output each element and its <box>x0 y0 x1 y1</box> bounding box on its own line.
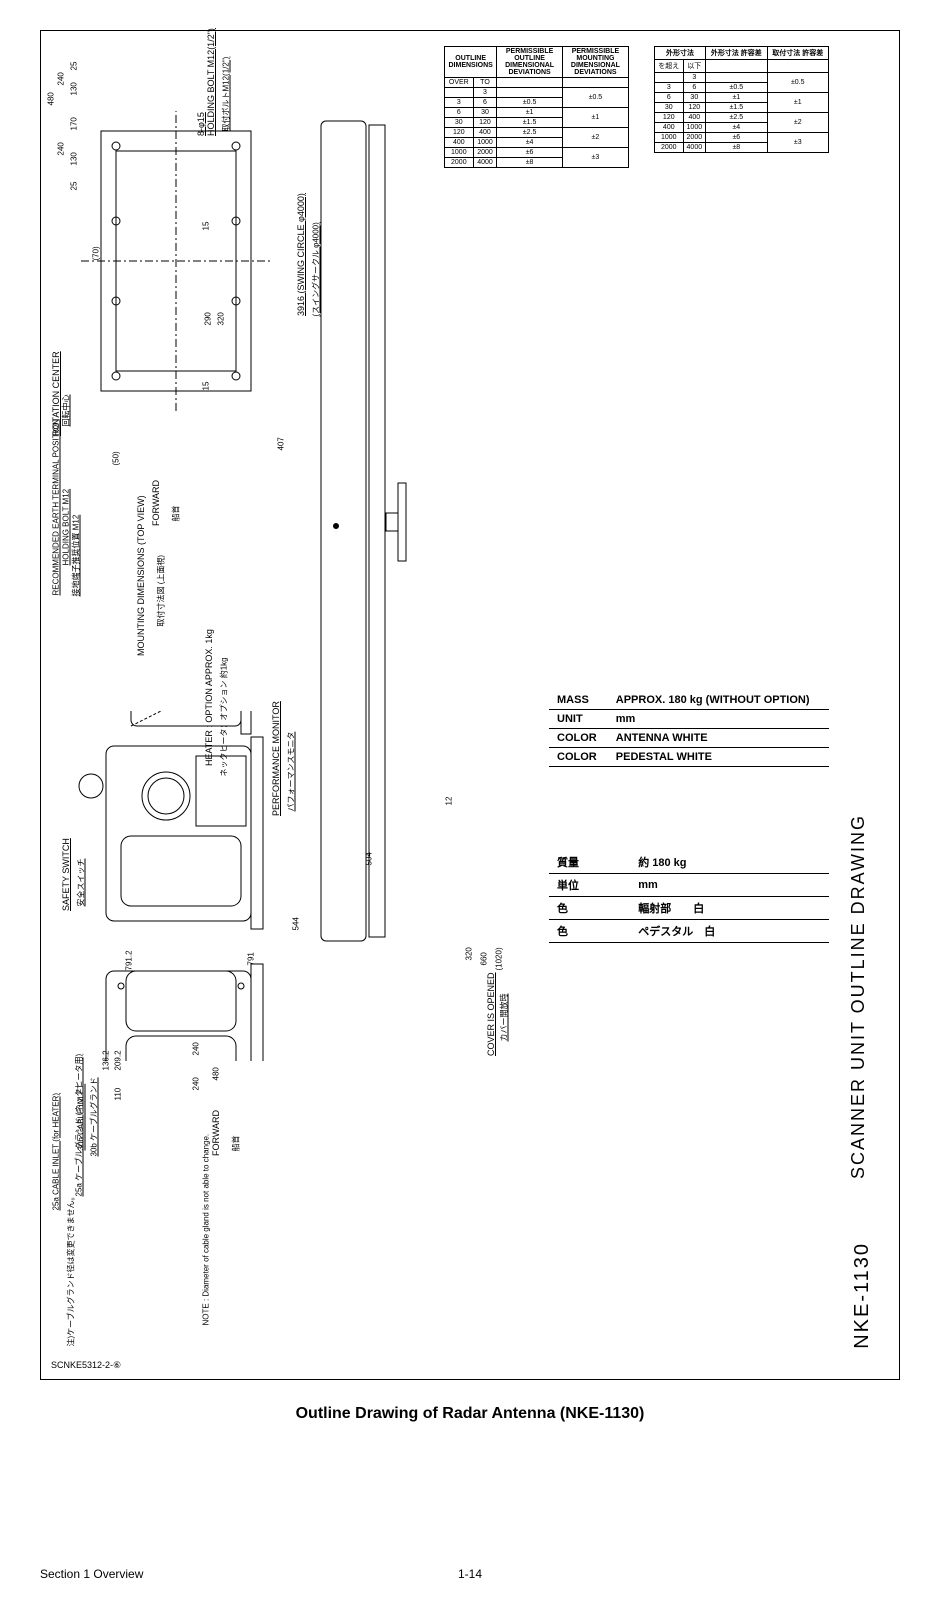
cable-inlet-30-jp: 30b ケーブルグランド <box>89 1077 100 1156</box>
tol-header-outline-dev: PERMISSIBLE OUTLINE DIMENSIONAL DEVIATIO… <box>497 47 562 78</box>
dim-660: 660 <box>480 952 489 965</box>
tol-header-outline-jp: 外形寸法 <box>655 47 706 60</box>
dim-544: 544 <box>292 917 301 930</box>
cover-open-jp: カバー開放時 <box>499 994 510 1042</box>
spec-color-ant-label: COLOR <box>549 729 608 748</box>
dim-480-bot: 480 <box>212 1067 221 1080</box>
cable-inlet-25-jp: 25a ケーブルグランド (ネックヒータ用) <box>74 1054 85 1197</box>
drawing-number: SCNKE5312-2-⑥ <box>51 1360 121 1371</box>
dim-12: 12 <box>445 797 454 806</box>
note-jp: 注)ケーブルグランド径は変更できません。 <box>66 1193 77 1347</box>
earth-terminal-jp: 接地端子推奨位置 M12 <box>71 515 82 597</box>
dim-240l-bot: 240 <box>192 1077 201 1090</box>
heater-label: HEATER : OPTION APPROX. 1kg <box>204 629 214 766</box>
spec-color-ped-val: PEDESTAL WHITE <box>608 748 829 767</box>
model-number: NKE-1130 <box>851 1242 874 1349</box>
dim-240r-bot: 240 <box>192 1042 201 1055</box>
spec-color-ant-label-jp: 色 <box>549 897 630 920</box>
dim-2092: 209.2 <box>114 1050 123 1070</box>
spec-unit-val: mm <box>608 710 829 729</box>
dim-50: (50) <box>112 451 121 465</box>
sub-to-jp: 以下 <box>683 60 706 73</box>
safety-switch-label: SAFETY SWITCH <box>61 838 71 911</box>
dim-7912: 791.2 <box>125 950 134 970</box>
dim-15r: 15 <box>202 382 211 391</box>
tol-header-mounting-dev-jp: 取付寸法 許容差 <box>767 47 828 60</box>
spec-mass-label: MASS <box>549 691 608 710</box>
spec-color-ant-val: ANTENNA WHITE <box>608 729 829 748</box>
figure-caption: Outline Drawing of Radar Antenna (NKE-11… <box>20 1405 920 1423</box>
tol-header-outline-dev-jp: 外形寸法 許容差 <box>706 47 767 60</box>
perf-monitor-jp: パフォーマンスモニタ <box>286 732 297 812</box>
dim-1362: 136.2 <box>102 1050 111 1070</box>
earth-terminal-label: RECOMMENDED EARTH TERMINAL POSITION <box>52 419 61 595</box>
tol-header-mounting-dev: PERMISSIBLE MOUNTING DIMENSIONAL DEVIATI… <box>562 47 628 78</box>
dim-70: (70) <box>92 246 101 260</box>
forward-label-2: FORWARD <box>211 1110 221 1156</box>
dim-240r: 240 <box>57 72 66 85</box>
spec-unit-label-jp: 単位 <box>549 874 630 897</box>
forward-label-1: FORWARD <box>151 480 161 526</box>
spec-mass-label-jp: 質量 <box>549 851 630 874</box>
dim-320: 320 <box>217 312 226 325</box>
holding-bolt-jp: 取付ボルトM12(1/2") <box>221 57 232 132</box>
tolerance-table-jp: 外形寸法 外形寸法 許容差 取付寸法 許容差 を超え 以下 3±0.5 36±0… <box>654 46 829 153</box>
spec-table-jp: 質量約 180 kg 単位mm 色輻射部 白 色ペデスタル 白 <box>549 851 829 943</box>
dim-240l: 240 <box>57 142 66 155</box>
cable-inlet-25-label: 25a CABLE INLET (for HEATER) <box>52 1093 61 1211</box>
dim-15l: 15 <box>202 222 211 231</box>
dim-130: 130 <box>70 152 79 165</box>
spec-mass-val-jp: 約 180 kg <box>630 851 829 874</box>
dim-320-bot: 320 <box>465 947 474 960</box>
dim-25l: 25 <box>70 182 79 191</box>
swing-circle-label: 3916 (SWING CIRCLE φ4000) <box>296 193 306 316</box>
safety-switch-jp: 安全スイッチ <box>76 859 87 907</box>
dim-130r: 130 <box>70 82 79 95</box>
footer-section: Section 1 Overview <box>40 1567 143 1581</box>
main-title: SCANNER UNIT OUTLINE DRAWING <box>848 814 869 1179</box>
sub-over-jp: を超え <box>655 60 684 73</box>
dim-110: 110 <box>114 1088 123 1101</box>
footer-page: 1-14 <box>458 1567 482 1581</box>
spec-color-ped-val-jp: ペデスタル 白 <box>630 920 829 943</box>
rotation-center-jp: 回転中心 <box>61 395 72 427</box>
spec-unit-val-jp: mm <box>630 874 829 897</box>
forward-jp-1: 船首 <box>171 506 182 522</box>
mounting-dims-jp: 取付寸法図 (上面視) <box>156 555 167 627</box>
swing-circle-jp: (スイングサークル φ4000) <box>311 222 322 316</box>
dim-25r: 25 <box>70 62 79 71</box>
cover-open-label: COVER IS OPENED <box>486 972 496 1056</box>
technical-drawing: OUTLINE DIMENSIONS PERMISSIBLE OUTLINE D… <box>40 30 900 1380</box>
holding-bolt-m12-label: HOLDING BOLT M12 <box>62 489 71 566</box>
dim-1020: (1020) <box>495 947 504 970</box>
perf-monitor-label: PERFORMANCE MONITOR <box>271 701 281 816</box>
heater-jp: ネックヒータ：オプション 約1kg <box>219 657 230 776</box>
dim-791: 791 <box>247 952 256 965</box>
spec-table-en: MASSAPPROX. 180 kg (WITHOUT OPTION) UNIT… <box>549 691 829 767</box>
spec-unit-label: UNIT <box>549 710 608 729</box>
spec-color-ant-val-jp: 輻射部 白 <box>630 897 829 920</box>
mounting-dims-label: MOUNTING DIMENSIONS (TOP VIEW) <box>136 495 146 656</box>
forward-jp-2: 船首 <box>231 1136 242 1152</box>
tol-header-outline: OUTLINE DIMENSIONS <box>445 47 497 78</box>
dim-170: 170 <box>70 117 79 130</box>
note-label: NOTE : Diameter of cable gland is not ab… <box>202 1134 211 1326</box>
dim-504: 504 <box>365 852 374 865</box>
dim-290: 290 <box>204 312 213 325</box>
spec-mass-val: APPROX. 180 kg (WITHOUT OPTION) <box>608 691 829 710</box>
spec-color-ped-label-jp: 色 <box>549 920 630 943</box>
holding-bolt-label: 8-φ15 HOLDING BOLT M12(1/2") <box>196 28 216 136</box>
spec-color-ped-label: COLOR <box>549 748 608 767</box>
dim-480: 480 <box>47 92 56 105</box>
